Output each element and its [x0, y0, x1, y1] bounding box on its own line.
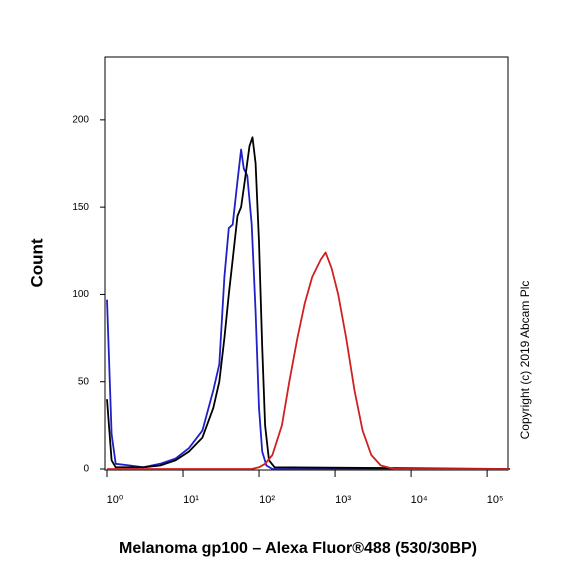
plot-frame	[104, 56, 509, 471]
x-tick-label: 10²	[259, 494, 275, 506]
y-axis-label: Count	[27, 238, 46, 287]
y-tick-label: 0	[83, 464, 89, 475]
y-tick-label: 200	[72, 114, 89, 125]
x-axis-label: Melanoma gp100 – Alexa Fluor®488 (530/30…	[119, 540, 477, 557]
x-tick-label: 10³	[335, 494, 351, 506]
x-tick-label: 10⁴	[411, 494, 428, 506]
y-tick-label: 100	[72, 289, 89, 300]
y-tick-label: 50	[78, 376, 90, 387]
histogram-line	[106, 136, 511, 470]
x-tick-label: 10¹	[183, 494, 199, 506]
histogram-line	[106, 148, 510, 470]
x-tick-label: 10⁵	[487, 494, 504, 506]
copyright: Copyright (c) 2019 Abcam Plc	[518, 281, 532, 440]
histogram-line	[107, 251, 510, 470]
y-tick-label: 150	[72, 202, 89, 213]
x-tick-label: 10⁰	[107, 494, 124, 506]
